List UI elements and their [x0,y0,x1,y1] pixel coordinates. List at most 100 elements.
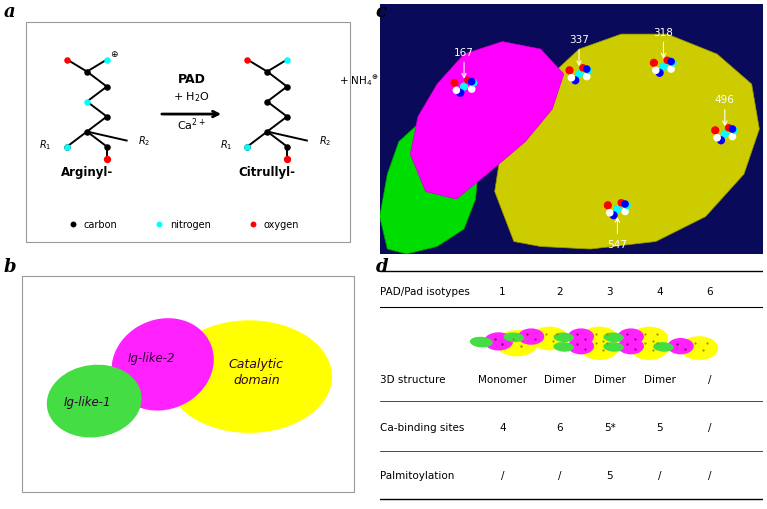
FancyBboxPatch shape [25,22,350,242]
Point [619,208,631,216]
Ellipse shape [554,333,574,343]
Point [589,340,601,348]
Text: $R_2$: $R_2$ [319,134,331,148]
Point [242,56,254,65]
Text: 547: 547 [607,218,627,249]
Text: Catalytic
domain: Catalytic domain [229,357,284,386]
Text: Ig-like-1: Ig-like-1 [63,395,110,408]
Text: PAD/Pad isotypes: PAD/Pad isotypes [380,286,469,296]
Text: Monomer: Monomer [478,375,527,384]
Point [261,68,273,76]
Point [281,56,293,65]
Point [678,345,690,353]
Point [650,330,663,338]
Point [615,200,627,208]
Circle shape [617,329,644,345]
Point [700,340,713,348]
Point [619,201,631,209]
Text: 3D structure: 3D structure [380,375,445,384]
Point [450,87,463,95]
Point [583,67,595,75]
Text: 6: 6 [557,422,563,432]
Point [589,330,601,338]
Circle shape [568,329,594,345]
Circle shape [630,336,668,360]
Circle shape [680,336,718,360]
Point [726,133,739,142]
Polygon shape [410,42,564,200]
Point [607,212,620,220]
Text: 5: 5 [607,470,613,480]
Point [601,202,614,210]
Point [281,83,293,92]
Point [647,337,660,345]
Point [242,143,254,151]
Point [61,143,74,151]
Text: Ig-like-2: Ig-like-2 [128,351,176,364]
Point [100,113,113,121]
Point [629,335,641,344]
Point [153,220,165,229]
Point [611,206,624,214]
Point [100,56,113,65]
Text: $R_1$: $R_1$ [219,138,232,152]
Text: Dimer: Dimer [594,375,626,384]
Point [578,335,591,344]
Point [454,90,466,98]
Text: /: / [501,470,504,480]
Point [61,56,74,65]
Text: Dimer: Dimer [544,375,576,384]
Point [281,155,293,163]
Text: 1: 1 [499,286,505,296]
Point [597,337,609,345]
Point [242,143,254,151]
Text: /: / [558,470,561,480]
Text: 6: 6 [706,286,713,296]
Circle shape [518,329,545,345]
Point [507,335,519,343]
Point [715,137,727,145]
Point [528,335,541,344]
Text: 5*: 5* [604,422,616,432]
Point [81,68,93,76]
Point [281,113,293,121]
Text: c: c [376,3,387,20]
Point [466,86,478,94]
Text: 2: 2 [557,286,563,296]
Ellipse shape [604,343,624,352]
Ellipse shape [47,365,142,438]
Text: 167: 167 [454,47,474,78]
Point [496,340,509,348]
Point [653,70,666,78]
Circle shape [630,327,668,351]
Ellipse shape [111,319,214,411]
Point [467,79,480,88]
Point [665,66,677,74]
Text: 318: 318 [653,27,673,59]
Text: $R_1$: $R_1$ [39,138,51,152]
Point [597,347,609,355]
Polygon shape [380,117,479,254]
Point [547,337,559,345]
Text: PAD: PAD [178,72,206,86]
FancyBboxPatch shape [380,5,763,254]
Point [540,330,552,338]
Circle shape [166,321,332,433]
Circle shape [617,338,644,355]
Text: $\oplus$: $\oplus$ [110,49,118,59]
Point [639,340,651,348]
Point [571,330,583,338]
Point [604,209,616,217]
Point [723,125,735,133]
Ellipse shape [504,333,524,343]
Point [571,340,583,348]
Text: Palmitoylation: Palmitoylation [380,470,454,480]
Text: a: a [4,3,15,20]
Ellipse shape [604,333,624,343]
Text: /: / [707,336,712,351]
Point [81,128,93,136]
Point [565,75,578,83]
Text: /: / [708,470,711,480]
Point [458,83,470,92]
Text: Ca$^{2+}$: Ca$^{2+}$ [177,117,206,133]
